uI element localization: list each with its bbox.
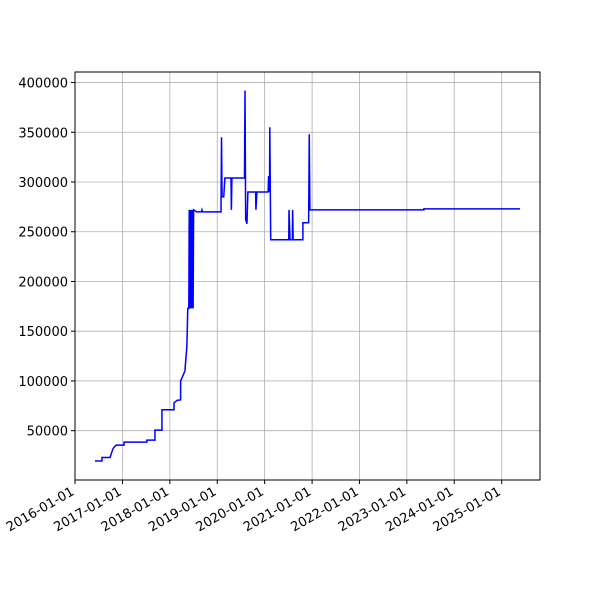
data-line	[94, 90, 521, 462]
plot-area	[75, 72, 540, 480]
y-tick-label: 200000	[18, 275, 68, 290]
y-tick-label: 250000	[18, 226, 68, 241]
y-tick-label: 100000	[18, 375, 68, 390]
y-tick-label: 350000	[18, 126, 68, 141]
plot-frame	[74, 71, 541, 481]
y-tick-label: 50000	[27, 425, 68, 440]
y-tick-label: 300000	[18, 176, 68, 191]
y-tick-label: 150000	[18, 325, 68, 340]
y-tick-label: 400000	[18, 77, 68, 92]
